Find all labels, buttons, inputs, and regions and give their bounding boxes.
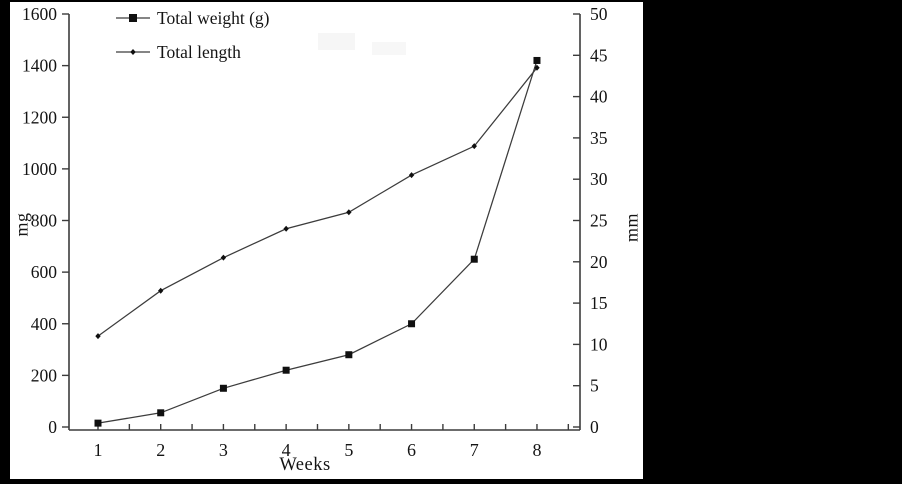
- square-marker: [94, 419, 102, 427]
- right-tick-label: 5: [590, 376, 599, 396]
- x-tick-label: 5: [344, 440, 353, 460]
- legend-item-weight: Total weight (g): [116, 8, 270, 28]
- diamond-marker: [95, 333, 101, 340]
- whiteout-patch-2: [372, 42, 406, 55]
- square-marker: [129, 14, 137, 22]
- x-tick-label: 8: [532, 440, 541, 460]
- letterbox-right: [643, 0, 902, 484]
- left-tick-label: 1200: [22, 107, 57, 127]
- square-marker: [282, 366, 290, 374]
- diamond-marker: [158, 287, 164, 294]
- x-tick-label: 4: [282, 440, 291, 460]
- x-axis-title: Weeks: [279, 455, 331, 475]
- right-tick-label: 10: [590, 334, 608, 354]
- x-tick-label: 6: [407, 440, 416, 460]
- right-tick-label: 25: [590, 211, 608, 231]
- right-tick-label: 0: [590, 417, 599, 437]
- x-axis-ticks: 1 2 3 4 5 6 7 8: [94, 424, 570, 460]
- right-tick-label: 40: [590, 87, 608, 107]
- diamond-marker: [534, 64, 540, 71]
- x-tick-label: 7: [470, 440, 479, 460]
- square-marker: [345, 351, 353, 359]
- diamond-marker: [130, 49, 136, 55]
- diamond-marker: [346, 209, 352, 216]
- square-marker: [470, 255, 478, 263]
- legend-label: Total weight (g): [157, 8, 270, 28]
- axes: [68, 14, 581, 431]
- left-axis-title: mg: [11, 212, 32, 237]
- whiteout-patch-1: [318, 33, 355, 50]
- left-tick-label: 0: [48, 417, 57, 437]
- right-tick-label: 45: [590, 45, 608, 65]
- legend-label: Total length: [157, 42, 241, 62]
- series-line: [97, 67, 538, 337]
- left-tick-label: 800: [31, 211, 58, 231]
- square-marker: [219, 384, 227, 392]
- left-axis-ticks: 0 200 400 600 800 1000 1200 1400 1600: [22, 4, 69, 437]
- legend: Total weight (g) Total length: [116, 8, 270, 62]
- right-tick-label: 15: [590, 293, 608, 313]
- diamond-marker: [408, 172, 415, 179]
- square-marker: [533, 56, 541, 64]
- left-tick-label: 1600: [22, 4, 57, 24]
- diamond-marker: [220, 254, 227, 261]
- square-marker: [157, 409, 165, 417]
- frame-border-bottom: [0, 479, 902, 484]
- frame-border-top: [0, 0, 643, 2]
- series-line: [97, 60, 538, 424]
- legend-item-length: Total length: [116, 42, 241, 62]
- frame-border-left: [0, 0, 10, 484]
- series-length: [95, 64, 540, 340]
- growth-chart: 0200400600800100012001400160005101520253…: [22, 4, 608, 460]
- left-tick-label: 1400: [22, 56, 57, 76]
- diamond-marker: [283, 225, 289, 232]
- right-tick-label: 30: [590, 169, 608, 189]
- x-tick-label: 1: [94, 440, 103, 460]
- right-axis-ticks: 0 5 10 15 20 25 30 35 40 45 50: [573, 4, 608, 437]
- series-weight: [94, 56, 541, 427]
- left-tick-label: 600: [31, 262, 58, 282]
- left-tick-label: 1000: [22, 159, 57, 179]
- left-tick-label: 200: [31, 365, 58, 385]
- right-tick-label: 20: [590, 252, 608, 272]
- x-tick-label: 3: [219, 440, 228, 460]
- right-tick-label: 50: [590, 4, 608, 24]
- square-marker: [408, 320, 416, 328]
- diamond-marker: [471, 143, 477, 150]
- left-tick-label: 400: [31, 314, 58, 334]
- right-tick-label: 35: [590, 128, 608, 148]
- right-axis-title: mm: [621, 213, 642, 243]
- x-tick-label: 2: [156, 440, 165, 460]
